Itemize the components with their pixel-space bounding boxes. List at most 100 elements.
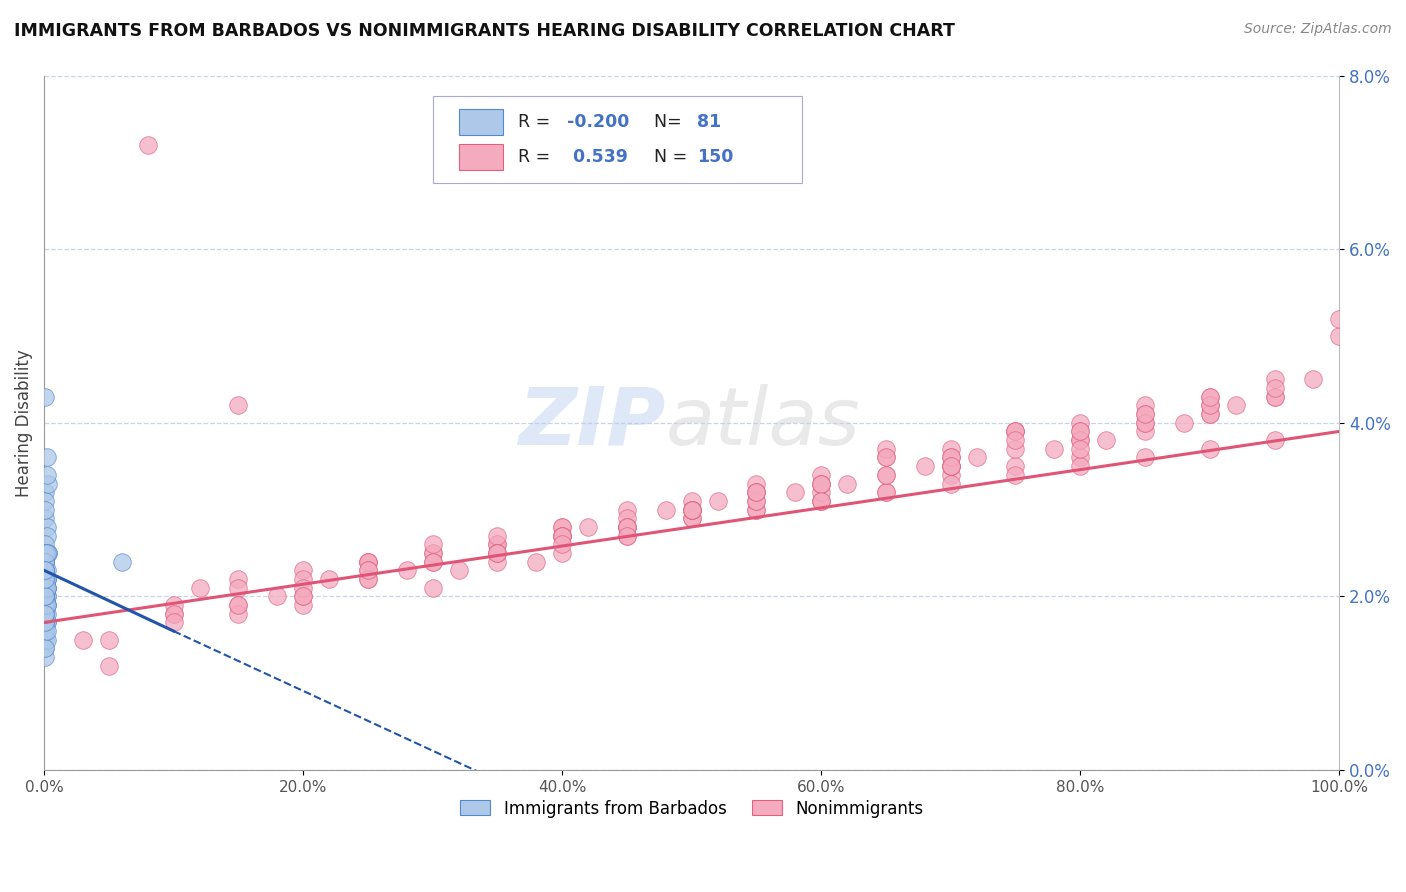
Point [1198,442,1220,456]
Text: IMMIGRANTS FROM BARBADOS VS NONIMMIGRANTS HEARING DISABILITY CORRELATION CHART: IMMIGRANTS FROM BARBADOS VS NONIMMIGRANT… [14,22,955,40]
Point [1198,390,1220,404]
Point [34,502,56,516]
Point [34,581,56,595]
Point [34,607,56,621]
Point [616,520,638,534]
Point [1004,442,1026,456]
Point [34,590,56,604]
Point [34,563,56,577]
Point [810,485,832,500]
Point [1069,450,1091,465]
Point [745,502,768,516]
Point [35,581,58,595]
Point [939,459,962,474]
Point [745,485,768,500]
Point [655,502,678,516]
Point [37,476,59,491]
Point [34,563,56,577]
Point [1004,433,1026,447]
Point [939,450,962,465]
Point [1263,390,1285,404]
Point [318,572,340,586]
Point [34,546,56,560]
Point [1263,433,1285,447]
Point [34,581,56,595]
Point [1302,372,1324,386]
Point [810,467,832,482]
Point [34,555,56,569]
Point [681,494,703,508]
Point [292,590,315,604]
Point [524,555,547,569]
Point [34,485,56,500]
Point [875,450,897,465]
Point [34,555,56,569]
Point [706,494,728,508]
Point [875,442,897,456]
Point [422,537,444,551]
Point [34,607,56,621]
Point [34,494,56,508]
Point [551,520,574,534]
Point [34,555,56,569]
Text: ZIP: ZIP [519,384,666,462]
Point [228,572,250,586]
Point [1133,450,1156,465]
Point [875,485,897,500]
Point [228,598,250,612]
Point [34,572,56,586]
Point [939,450,962,465]
Point [34,590,56,604]
Y-axis label: Hearing Disability: Hearing Disability [15,349,32,497]
Point [1043,442,1066,456]
Point [1133,407,1156,421]
Point [34,590,56,604]
Point [34,537,56,551]
Point [1004,425,1026,439]
Point [357,572,380,586]
Point [1173,416,1195,430]
Point [34,590,56,604]
Point [422,555,444,569]
Point [1095,433,1118,447]
Point [681,511,703,525]
Point [785,485,807,500]
Point [616,520,638,534]
Point [35,572,58,586]
Point [1133,416,1156,430]
Point [35,520,58,534]
Point [228,607,250,621]
Point [551,528,574,542]
Point [34,546,56,560]
Point [34,590,56,604]
Point [422,546,444,560]
Point [357,555,380,569]
Point [1004,425,1026,439]
Point [34,563,56,577]
Text: R =: R = [519,148,555,166]
Point [266,590,288,604]
Point [162,607,184,621]
Point [34,641,56,656]
Point [939,459,962,474]
Point [35,615,58,630]
Point [1263,381,1285,395]
Point [810,494,832,508]
Point [34,598,56,612]
Point [34,598,56,612]
Point [228,398,250,412]
Point [1069,425,1091,439]
Text: N =: N = [654,148,693,166]
Point [35,632,58,647]
Point [551,546,574,560]
Point [34,555,56,569]
Point [357,555,380,569]
Point [1069,459,1091,474]
Point [35,528,58,542]
Point [34,598,56,612]
Point [1133,425,1156,439]
Point [1263,390,1285,404]
Point [745,502,768,516]
Point [1069,433,1091,447]
Point [34,572,56,586]
